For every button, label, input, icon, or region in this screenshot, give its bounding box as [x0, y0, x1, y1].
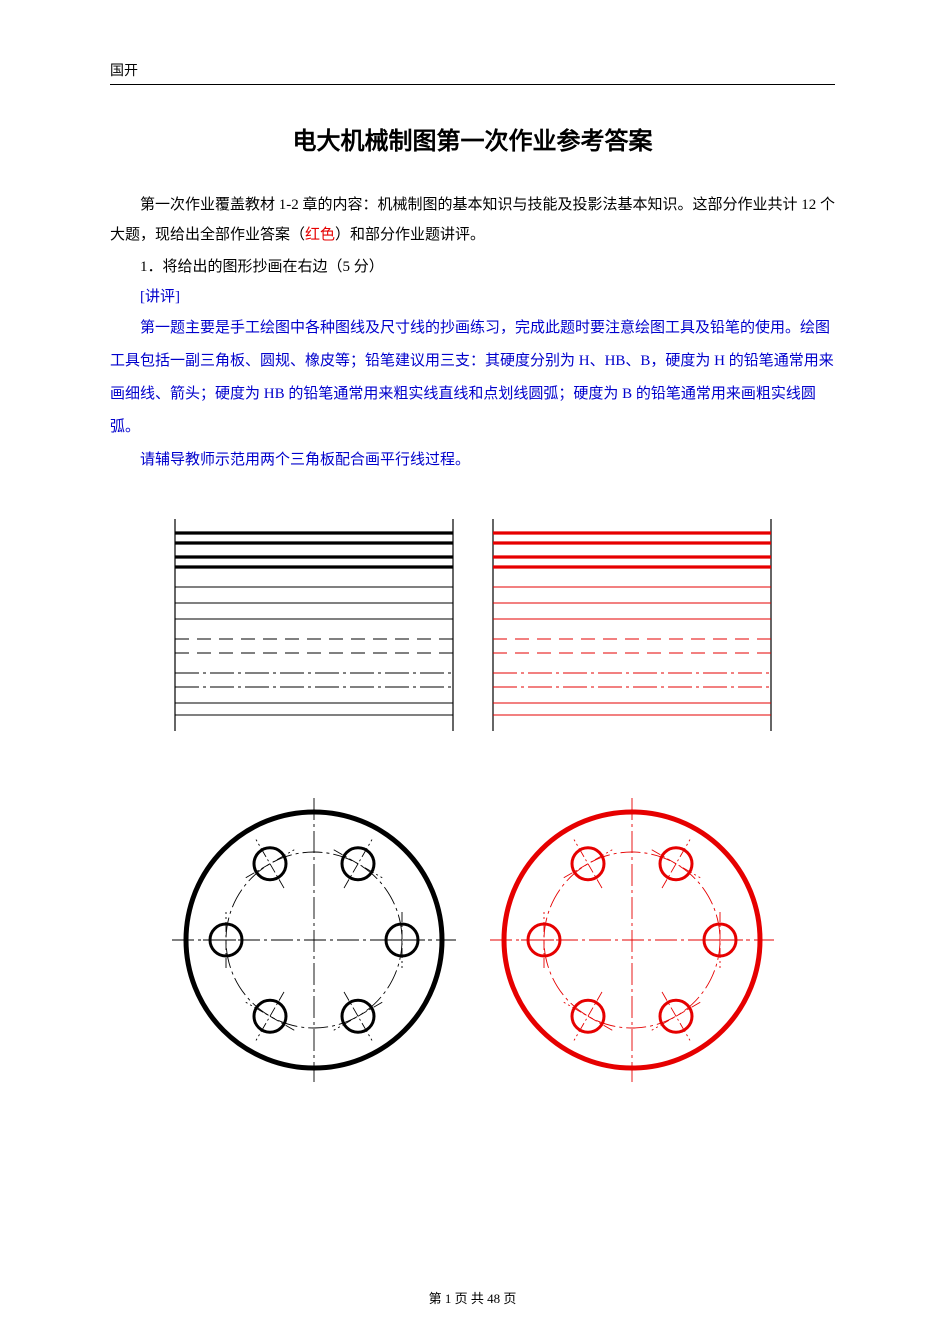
intro-red: 红色: [305, 227, 335, 243]
comment-label: [讲评]: [110, 282, 835, 312]
footer-suffix: 页: [500, 1291, 516, 1306]
page-title: 电大机械制图第一次作业参考答案: [110, 121, 835, 156]
comment-tail: 请辅导教师示范用两个三角板配合画平行线过程。: [110, 444, 835, 477]
header-rule: [110, 84, 835, 85]
page-footer: 第 1 页 共 48 页: [0, 1288, 945, 1307]
figures-container: [110, 515, 835, 1085]
footer-prefix: 第: [429, 1291, 445, 1306]
header-label: 国开: [110, 60, 835, 80]
flange-row: [169, 795, 777, 1085]
question-1: 1．将给出的图形抄画在右边（5 分）: [110, 252, 835, 282]
line-types-left: [169, 515, 459, 735]
page: 国开 电大机械制图第一次作业参考答案 第一次作业覆盖教材 1-2 章的内容：机械…: [0, 0, 945, 1337]
flange-right: [487, 795, 777, 1085]
footer-mid: 页 共: [451, 1291, 487, 1306]
intro-text-b: ）和部分作业题讲评。: [335, 227, 485, 243]
comment-body: 第一题主要是手工绘图中各种图线及尺寸线的抄画练习，完成此题时要注意绘图工具及铅笔…: [110, 312, 835, 444]
flange-left: [169, 795, 459, 1085]
intro-paragraph: 第一次作业覆盖教材 1-2 章的内容：机械制图的基本知识与技能及投影法基本知识。…: [110, 190, 835, 250]
footer-total: 48: [487, 1291, 500, 1306]
line-types-right: [487, 515, 777, 735]
line-types-row: [169, 515, 777, 735]
